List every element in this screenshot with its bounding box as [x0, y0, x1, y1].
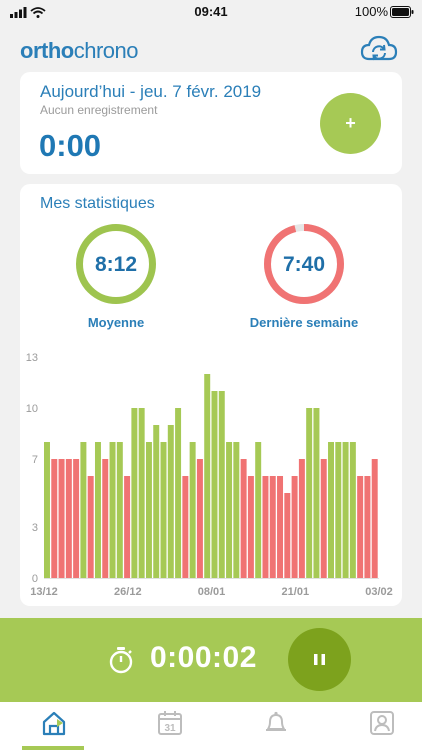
- last-week-value: 7:40: [282, 253, 326, 276]
- x-tick-label: 03/02: [365, 586, 393, 598]
- chart-bar: [196, 459, 203, 578]
- chart-bar: [298, 459, 305, 578]
- x-tick-label: 13/12: [30, 586, 58, 598]
- chart-bar: [320, 459, 327, 578]
- calendar-icon: 31: [158, 711, 182, 735]
- chart-bar: [226, 442, 233, 578]
- chart-bar: [306, 408, 313, 578]
- chart-bar: [58, 459, 65, 578]
- last-week-label: Dernière semaine: [249, 315, 359, 330]
- x-tick-label: 21/01: [282, 586, 310, 598]
- y-tick-label: 0: [32, 573, 38, 585]
- chart-bar: [94, 442, 101, 578]
- last-week-ring: 7:40: [264, 224, 344, 304]
- chart-bar: [342, 442, 349, 578]
- cloud-sync-icon[interactable]: [360, 34, 398, 64]
- today-title: Aujourd’hui - jeu. 7 févr. 2019: [40, 82, 262, 101]
- chart-bar: [269, 476, 276, 578]
- chart-bar: [291, 476, 298, 578]
- timer-value: 0:00:02: [150, 641, 257, 674]
- tab-active-indicator: [22, 746, 84, 750]
- logo-part-ortho: ortho: [20, 38, 74, 63]
- chart-bar: [153, 425, 160, 578]
- chart-bar: [73, 459, 80, 578]
- today-card: Aujourd’hui - jeu. 7 févr. 2019 Aucun en…: [20, 72, 402, 174]
- profile-icon: [370, 711, 394, 735]
- chart-bar: [131, 408, 138, 578]
- chart-bar: [80, 442, 87, 578]
- chart-bar: [138, 408, 145, 578]
- chart-bar: [87, 476, 94, 578]
- chart-bar: [255, 442, 262, 578]
- status-bar: 09:41 100%: [0, 0, 422, 24]
- chart-bar: [145, 442, 152, 578]
- chart-bar: [175, 408, 182, 578]
- battery-percent: 100%: [354, 4, 388, 19]
- pause-icon: [314, 654, 325, 665]
- chart-bar: [189, 442, 196, 578]
- timer-bar: 0:00:02: [0, 618, 422, 702]
- chart-bar: [116, 442, 123, 578]
- chart-bar: [349, 442, 356, 578]
- add-record-button[interactable]: +: [320, 93, 381, 154]
- tab-bar: 31: [0, 702, 422, 750]
- today-total: 0:00: [39, 128, 102, 163]
- calendar-day: 31: [164, 723, 176, 734]
- chart-bar: [277, 476, 284, 578]
- chart-bar: [44, 442, 50, 578]
- chart-bar: [284, 493, 291, 578]
- statistics-title: Mes statistiques: [40, 195, 155, 212]
- chart-bar: [160, 442, 167, 578]
- bell-icon: [266, 711, 286, 731]
- y-tick-label: 10: [26, 403, 38, 415]
- chart-bar: [211, 391, 218, 578]
- chart-bar: [51, 459, 58, 578]
- average-value: 8:12: [94, 253, 138, 276]
- today-subtitle: Aucun enregistrement: [40, 103, 158, 117]
- average-label: Moyenne: [87, 315, 145, 330]
- status-time: 09:41: [194, 4, 228, 19]
- chart-bar: [335, 442, 342, 578]
- last-week-ring-progress: [264, 224, 344, 304]
- chart-bar: [65, 459, 72, 578]
- chart-bar: [364, 476, 371, 578]
- app-header: orthochrono: [0, 28, 422, 72]
- app-logo: orthochrono: [20, 38, 138, 64]
- y-tick-label: 3: [32, 522, 38, 534]
- chart-bar: [204, 374, 211, 578]
- chart-bar: [357, 476, 364, 578]
- chart-bar: [371, 459, 378, 578]
- chart-bar: [233, 442, 240, 578]
- chart-bar: [218, 391, 225, 578]
- home-icon: [42, 711, 66, 736]
- tab-profile[interactable]: [346, 702, 416, 750]
- chart-bar: [109, 442, 116, 578]
- pause-button[interactable]: [288, 628, 351, 691]
- tab-calendar[interactable]: 31: [134, 702, 204, 750]
- daily-wear-chart: 0 3 7 10 13 13/12 26/12 08/01 21/01 03/02: [26, 352, 393, 598]
- chart-bar: [262, 476, 269, 578]
- y-tick-label: 13: [26, 352, 38, 364]
- chart-bar: [240, 459, 247, 578]
- chart-bar: [167, 425, 174, 578]
- x-tick-label: 26/12: [114, 586, 142, 598]
- stopwatch-icon: [109, 647, 133, 674]
- chart-bar: [102, 459, 109, 578]
- logo-part-chrono: chrono: [73, 38, 139, 63]
- tab-reminders[interactable]: [240, 702, 310, 750]
- chart-bar: [328, 442, 334, 578]
- y-tick-label: 7: [32, 454, 38, 466]
- chart-bar: [182, 476, 189, 578]
- signal-wifi-icon: [10, 7, 46, 18]
- tab-home[interactable]: [18, 702, 88, 750]
- chart-bar: [247, 476, 254, 578]
- x-tick-label: 08/01: [198, 586, 226, 598]
- battery-icon: [390, 6, 414, 18]
- chart-bar: [313, 408, 320, 578]
- average-ring: 8:12: [76, 224, 156, 304]
- chart-bar: [124, 476, 131, 578]
